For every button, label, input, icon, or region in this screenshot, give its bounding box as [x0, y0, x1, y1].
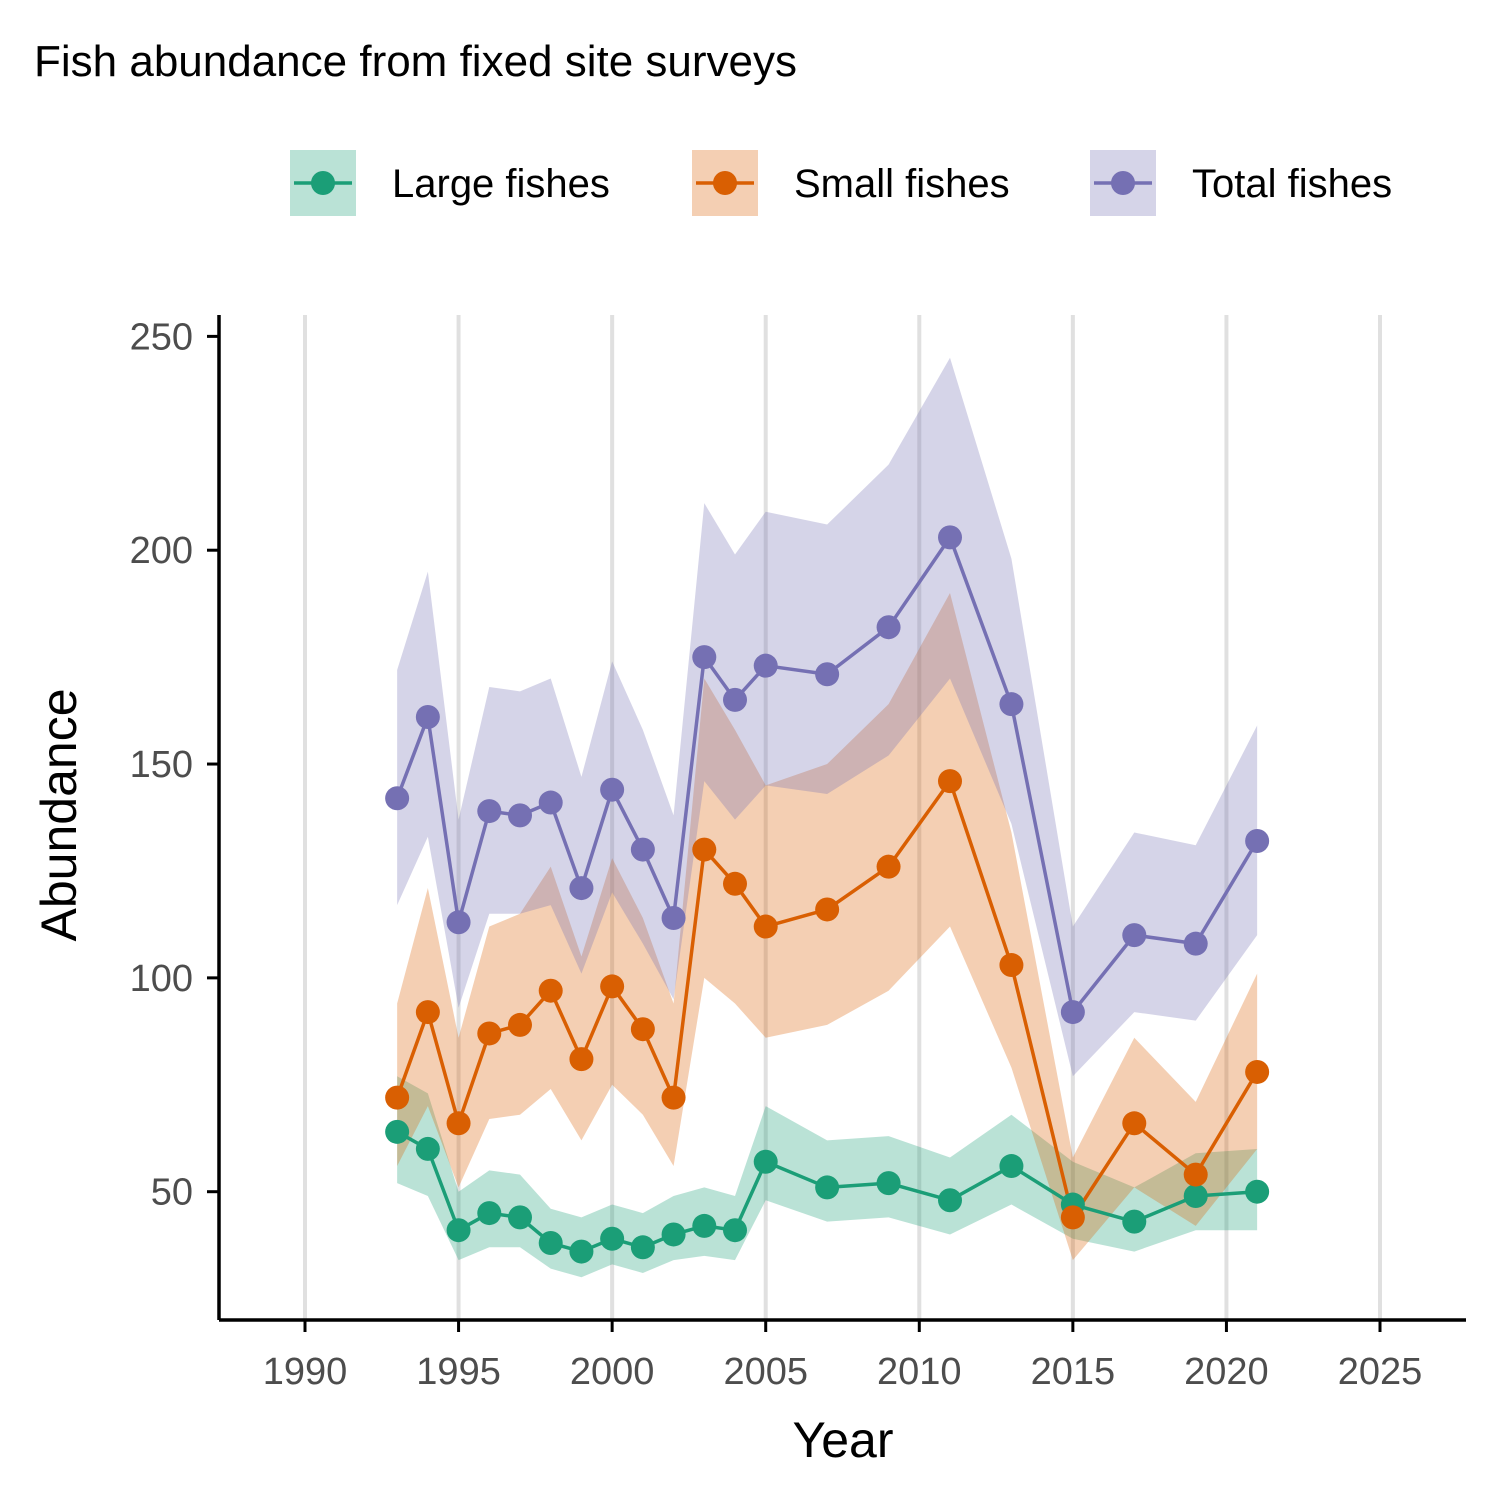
- point-small-fishes-2019: [1183, 1162, 1208, 1187]
- point-large-fishes-2004: [723, 1218, 747, 1243]
- x-tick-label-2005: 2005: [723, 1351, 808, 1393]
- legend-item-large-fishes: Large fishes: [290, 150, 610, 216]
- point-large-fishes-1997: [508, 1205, 532, 1230]
- point-small-fishes-2011: [938, 769, 962, 794]
- point-total-fishes-2003: [692, 645, 717, 670]
- x-axis-ticks: 1990 1995 2000 2005 2010 2015 2020 2025: [263, 1320, 1423, 1393]
- point-large-fishes-2017: [1122, 1209, 1147, 1234]
- point-total-fishes-1997: [508, 803, 532, 828]
- point-small-fishes-2003: [692, 837, 717, 862]
- point-total-fishes-2002: [661, 906, 686, 930]
- point-total-fishes-2005: [753, 653, 778, 678]
- point-total-fishes-2001: [630, 837, 655, 862]
- point-total-fishes-2017: [1122, 923, 1147, 948]
- point-small-fishes-2021: [1245, 1059, 1270, 1084]
- point-small-fishes-2013: [999, 953, 1024, 978]
- point-large-fishes-2001: [630, 1235, 655, 1260]
- point-total-fishes-2000: [600, 777, 625, 802]
- point-small-fishes-1995: [446, 1111, 471, 1136]
- point-large-fishes-1998: [538, 1231, 563, 1256]
- point-small-fishes-1994: [415, 1000, 440, 1025]
- x-tick-label-1990: 1990: [263, 1351, 348, 1393]
- point-total-fishes-2021: [1245, 829, 1270, 854]
- x-tick-label-2000: 2000: [570, 1351, 655, 1393]
- legend-item-total-fishes: Total fishes: [1090, 150, 1392, 216]
- point-large-fishes-2021: [1245, 1179, 1270, 1204]
- point-total-fishes-2011: [938, 525, 962, 550]
- point-large-fishes-2005: [753, 1149, 778, 1174]
- point-large-fishes-1995: [446, 1218, 471, 1243]
- point-small-fishes-2015: [1060, 1205, 1085, 1230]
- point-small-fishes-1997: [508, 1012, 532, 1037]
- point-total-fishes-2013: [999, 692, 1024, 717]
- x-axis-title: Year: [792, 1412, 893, 1468]
- chart-title: Fish abundance from fixed site surveys: [34, 37, 797, 86]
- point-total-fishes-1998: [538, 790, 563, 815]
- y-axis-ticks: 50 100 150 200 250: [130, 316, 219, 1214]
- point-large-fishes-2003: [692, 1213, 717, 1238]
- y-tick-label-250: 250: [130, 316, 193, 358]
- point-small-fishes-2005: [753, 914, 778, 939]
- point-total-fishes-2009: [876, 615, 901, 640]
- legend-point-total-fishes: [1111, 171, 1135, 195]
- legend-label-small-fishes: Small fishes: [794, 162, 1010, 206]
- x-tick-label-2025: 2025: [1338, 1351, 1423, 1393]
- legend-label-large-fishes: Large fishes: [392, 162, 610, 206]
- x-tick-label-2015: 2015: [1031, 1351, 1116, 1393]
- point-total-fishes-1993: [385, 786, 410, 811]
- point-large-fishes-2011: [938, 1188, 962, 1213]
- point-total-fishes-2015: [1060, 1000, 1085, 1025]
- point-small-fishes-2001: [630, 1017, 655, 1042]
- y-tick-label-50: 50: [151, 1172, 193, 1214]
- point-large-fishes-1996: [477, 1201, 502, 1226]
- point-total-fishes-1994: [415, 705, 440, 729]
- x-tick-label-2020: 2020: [1184, 1351, 1269, 1393]
- legend-point-large-fishes: [311, 171, 335, 195]
- x-tick-label-2010: 2010: [877, 1351, 962, 1393]
- point-large-fishes-2019: [1183, 1183, 1208, 1208]
- point-large-fishes-1993: [385, 1119, 410, 1144]
- point-small-fishes-2002: [661, 1085, 686, 1110]
- point-small-fishes-2009: [876, 854, 901, 879]
- point-small-fishes-2004: [723, 871, 747, 896]
- point-large-fishes-2013: [999, 1154, 1024, 1179]
- point-small-fishes-1993: [385, 1085, 410, 1110]
- axes: [217, 315, 1466, 1322]
- y-axis-title: Abundance: [31, 688, 87, 941]
- legend-label-total-fishes: Total fishes: [1192, 162, 1392, 206]
- point-total-fishes-1999: [569, 876, 594, 901]
- point-total-fishes-2019: [1183, 931, 1208, 956]
- legend-item-small-fishes: Small fishes: [692, 150, 1010, 216]
- series-points: [385, 525, 1270, 1264]
- point-total-fishes-1995: [446, 910, 471, 935]
- y-tick-label-150: 150: [130, 744, 193, 786]
- point-large-fishes-1994: [415, 1136, 440, 1161]
- point-small-fishes-1998: [538, 978, 563, 1003]
- point-small-fishes-1999: [569, 1047, 594, 1072]
- y-tick-label-100: 100: [130, 958, 193, 1000]
- point-large-fishes-2007: [815, 1175, 840, 1200]
- point-large-fishes-2000: [600, 1226, 625, 1251]
- legend: Large fishes Small fishes Total fishes: [290, 150, 1392, 216]
- point-large-fishes-1999: [569, 1239, 594, 1264]
- legend-point-small-fishes: [713, 171, 737, 195]
- point-total-fishes-1996: [477, 799, 502, 824]
- point-large-fishes-2009: [876, 1171, 901, 1196]
- point-total-fishes-2007: [815, 662, 840, 687]
- point-large-fishes-2002: [661, 1222, 686, 1247]
- grid: [303, 315, 1382, 1320]
- y-tick-label-200: 200: [130, 530, 193, 572]
- point-small-fishes-2000: [600, 974, 625, 999]
- point-small-fishes-2007: [815, 897, 840, 922]
- x-tick-label-1995: 1995: [416, 1351, 501, 1393]
- point-small-fishes-1996: [477, 1021, 502, 1046]
- point-small-fishes-2017: [1122, 1111, 1147, 1136]
- ribbon-total-fishes: [397, 357, 1258, 1077]
- point-total-fishes-2004: [723, 687, 747, 712]
